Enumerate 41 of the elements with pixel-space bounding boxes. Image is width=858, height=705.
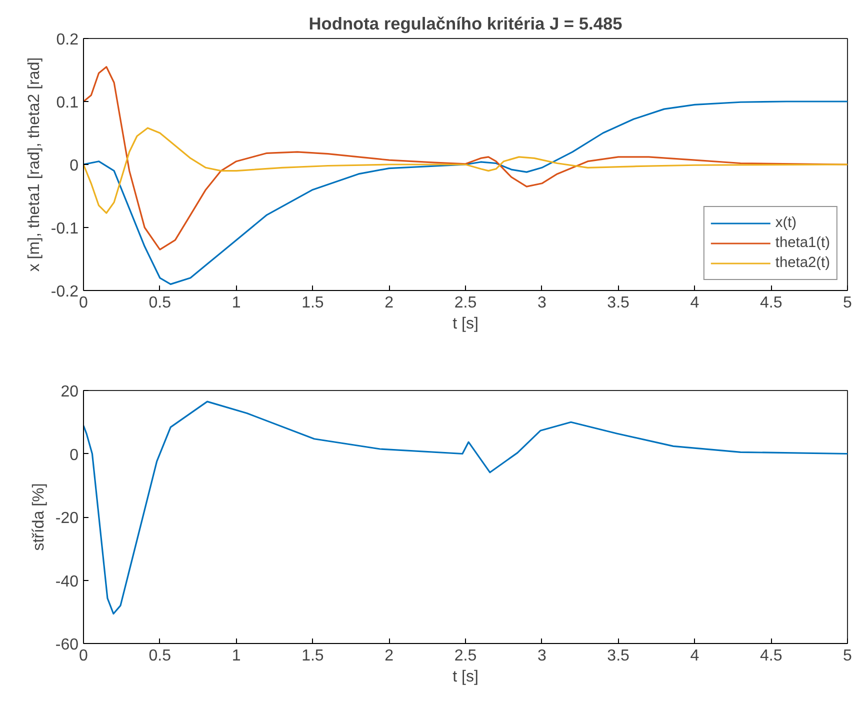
x-tick-label: 2.5 xyxy=(454,294,477,312)
x-tick-label: 5 xyxy=(843,648,852,664)
x-tick-label: 2.5 xyxy=(454,648,477,664)
legend-label: theta2(t) xyxy=(775,255,830,271)
x-tick-label: 3.5 xyxy=(607,648,630,664)
x-tick-label: 3 xyxy=(537,294,546,312)
x-tick-label: 4 xyxy=(690,648,700,664)
y-tick-label: -0.1 xyxy=(50,220,79,238)
y-tick-label: 0 xyxy=(70,446,79,464)
x-tick-label: 3.5 xyxy=(607,294,630,312)
y-axis-title: x [m], theta1 [rad], theta2 [rad] xyxy=(26,57,43,272)
line-series xyxy=(84,100,848,285)
y-tick-label: 0.1 xyxy=(56,94,79,112)
line-series xyxy=(84,127,848,214)
y-tick-label: -0.2 xyxy=(50,284,79,300)
y-tick-label: -20 xyxy=(55,510,79,527)
x-tick-label: 4.5 xyxy=(760,294,782,312)
y-axis-title: střída [%] xyxy=(30,483,48,551)
x-tick-label: 2 xyxy=(384,648,394,664)
x-tick-label: 1.5 xyxy=(302,294,324,312)
x-tick-label: 4 xyxy=(690,294,700,312)
x-tick-label: 0.5 xyxy=(148,648,172,664)
x-tick-label: 5 xyxy=(843,294,852,312)
x-tick-label: 1 xyxy=(232,294,241,312)
legend-label: theta1(t) xyxy=(775,235,830,251)
y-tick-label: 20 xyxy=(60,384,79,400)
y-tick-label: -40 xyxy=(55,573,79,590)
x-tick-label: 1 xyxy=(232,648,241,664)
x-tick-label: 2 xyxy=(384,294,394,312)
y-tick-label: 0.2 xyxy=(56,32,79,48)
chart-title: Hodnota regulačního kritéria J = 5.485 xyxy=(308,14,623,34)
x-axis-title: t [s] xyxy=(452,668,478,686)
x-axis-title: t [s] xyxy=(452,316,478,332)
x-tick-label: 3 xyxy=(537,648,546,664)
x-tick-label: 1.5 xyxy=(302,648,324,664)
x-tick-label: 4.5 xyxy=(760,648,782,664)
x-tick-label: 0.5 xyxy=(148,294,172,312)
y-tick-label: 0 xyxy=(70,158,79,174)
line-series xyxy=(84,400,848,615)
legend-label: x(t) xyxy=(775,215,797,231)
y-tick-label: -60 xyxy=(55,636,79,654)
